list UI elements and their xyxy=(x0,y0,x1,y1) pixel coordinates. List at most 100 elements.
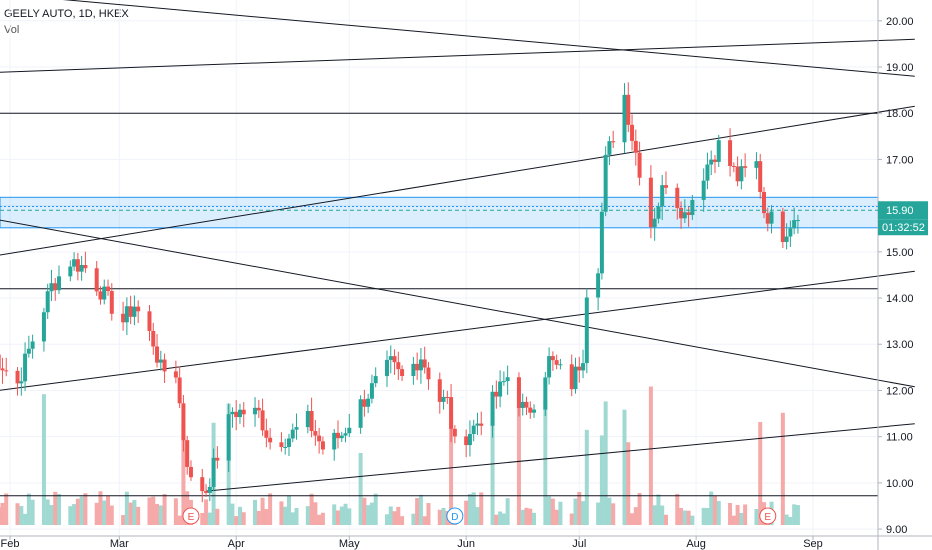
volume-bar xyxy=(332,504,337,525)
volume-bar xyxy=(4,493,9,525)
candle-body xyxy=(701,180,706,200)
candle-body xyxy=(633,140,638,153)
volume-bar xyxy=(411,513,416,525)
candle-body xyxy=(283,446,288,448)
volume-bar xyxy=(83,493,88,525)
volume-bar xyxy=(366,505,371,525)
candle-body xyxy=(505,377,510,382)
volume-bar xyxy=(505,498,510,525)
candle-body xyxy=(147,311,152,331)
volume-bar xyxy=(637,493,642,525)
candle-body xyxy=(290,429,295,439)
candle-body xyxy=(682,212,687,219)
volume-bar xyxy=(558,501,563,525)
candle-body xyxy=(554,360,559,365)
price-tick-label: 15.00 xyxy=(886,247,914,259)
candle-body xyxy=(0,368,5,371)
candle-body xyxy=(215,457,220,461)
volume-bar xyxy=(743,504,748,525)
volume-bar xyxy=(709,491,714,525)
volume-bar xyxy=(426,503,431,525)
candle-body xyxy=(237,409,242,418)
candle-body xyxy=(332,432,337,450)
candle-body xyxy=(102,286,107,300)
volume-bar xyxy=(494,514,499,525)
candle-body xyxy=(45,291,50,313)
candle-body xyxy=(366,398,371,407)
volume-bar xyxy=(15,503,20,525)
candle-body xyxy=(260,410,265,431)
volume-bar xyxy=(701,507,706,525)
candle-body xyxy=(241,409,246,415)
candle-body xyxy=(151,330,156,347)
volume-bar xyxy=(547,496,552,525)
candle-body xyxy=(109,291,114,314)
volume-bar xyxy=(686,510,691,525)
candle-body xyxy=(754,161,759,168)
candle-body xyxy=(335,432,340,439)
volume-bar xyxy=(788,516,793,525)
dividend-event-marker xyxy=(446,507,464,525)
time-tick-label: Jul xyxy=(572,538,586,550)
candle-body xyxy=(396,362,401,370)
candle-body xyxy=(528,407,533,413)
volume-bar xyxy=(151,496,156,525)
candle-body xyxy=(739,166,744,182)
candle-body xyxy=(57,276,62,291)
candle-body xyxy=(547,356,552,378)
volume-bar xyxy=(690,515,695,525)
candle-body xyxy=(475,423,480,426)
volume-bar xyxy=(162,494,167,525)
candle-body xyxy=(373,376,378,384)
candle-body xyxy=(49,283,54,292)
volume-bar xyxy=(57,493,62,525)
candle-body xyxy=(418,359,423,371)
candle-body xyxy=(501,381,506,383)
candle-body xyxy=(569,364,574,390)
candle-body xyxy=(709,159,714,165)
candle-body xyxy=(637,152,642,178)
candle-body xyxy=(784,236,789,243)
volume-bar xyxy=(286,495,291,525)
candle-body xyxy=(23,353,28,382)
candle-body xyxy=(498,381,503,397)
price-tick-label: 12.00 xyxy=(886,385,914,397)
volume-bar xyxy=(520,509,525,525)
volume-bar xyxy=(626,442,631,525)
volume-bar xyxy=(369,502,374,525)
volume-bar xyxy=(109,505,114,525)
volume-bar xyxy=(471,492,476,525)
time-tick-label: Apr xyxy=(228,538,245,550)
candle-body xyxy=(584,297,589,364)
candle-body xyxy=(162,359,167,372)
candle-body xyxy=(26,348,31,354)
candle-body xyxy=(686,212,691,215)
volume-bar xyxy=(41,394,46,525)
candle-body xyxy=(599,211,604,274)
volume-bar xyxy=(53,491,58,525)
candle-body xyxy=(788,228,793,237)
volume-bar xyxy=(177,515,182,525)
earnings-event-marker xyxy=(759,507,777,525)
price-tick-label: 19.00 xyxy=(886,62,914,74)
volume-bar xyxy=(290,512,295,525)
volume-bar xyxy=(215,508,220,525)
candle-body xyxy=(128,306,133,317)
volume-bar xyxy=(524,507,529,525)
candle-body xyxy=(132,306,137,317)
candle-body xyxy=(550,356,555,361)
candle-body xyxy=(543,377,548,410)
trend-line xyxy=(0,38,915,73)
volume-bar xyxy=(234,516,239,525)
price-tick-label: 9.00 xyxy=(886,524,907,536)
volume-bar xyxy=(464,500,469,525)
candle-body xyxy=(524,401,529,408)
candle-body xyxy=(177,377,182,404)
volume-bar xyxy=(581,501,586,525)
candle-body xyxy=(158,359,163,363)
candle-body xyxy=(188,466,193,478)
candle-body xyxy=(388,356,393,360)
candle-body xyxy=(358,399,363,428)
volume-bar xyxy=(584,429,589,525)
